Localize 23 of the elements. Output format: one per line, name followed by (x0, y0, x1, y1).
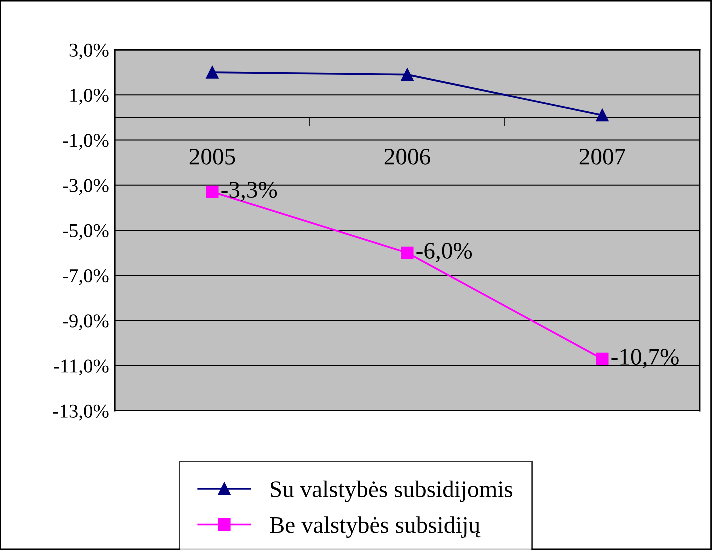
x-tick-label: 2007 (580, 148, 626, 165)
y-tick-label: -7,0% (63, 269, 109, 286)
y-tick-label: -11,0% (54, 360, 109, 376)
legend-label: Su valstybės subsidijomis (270, 480, 513, 502)
y-tick-label: 1,0% (70, 88, 109, 105)
point (206, 66, 219, 79)
point (596, 352, 609, 366)
data-label: -3,3% (222, 182, 278, 202)
point (401, 246, 414, 260)
y-tick-label: -13,0% (53, 404, 109, 421)
point (401, 68, 414, 82)
point (596, 109, 609, 122)
point (206, 186, 219, 198)
data-label: -10,7% (612, 349, 679, 368)
x-tick-label: 2006 (384, 148, 430, 165)
data-label: -6,0% (416, 243, 472, 262)
legend-label: Be valstybės subsidijų (270, 516, 481, 538)
y-tick-label: -5,0% (63, 224, 109, 240)
y-tick-label: -9,0% (63, 314, 109, 330)
y-tick-label: -3,0% (63, 179, 109, 196)
x-tick-label: 2005 (190, 148, 236, 165)
y-tick-label: 3,0% (70, 44, 109, 60)
y-tick-label: -1,0% (63, 134, 109, 150)
